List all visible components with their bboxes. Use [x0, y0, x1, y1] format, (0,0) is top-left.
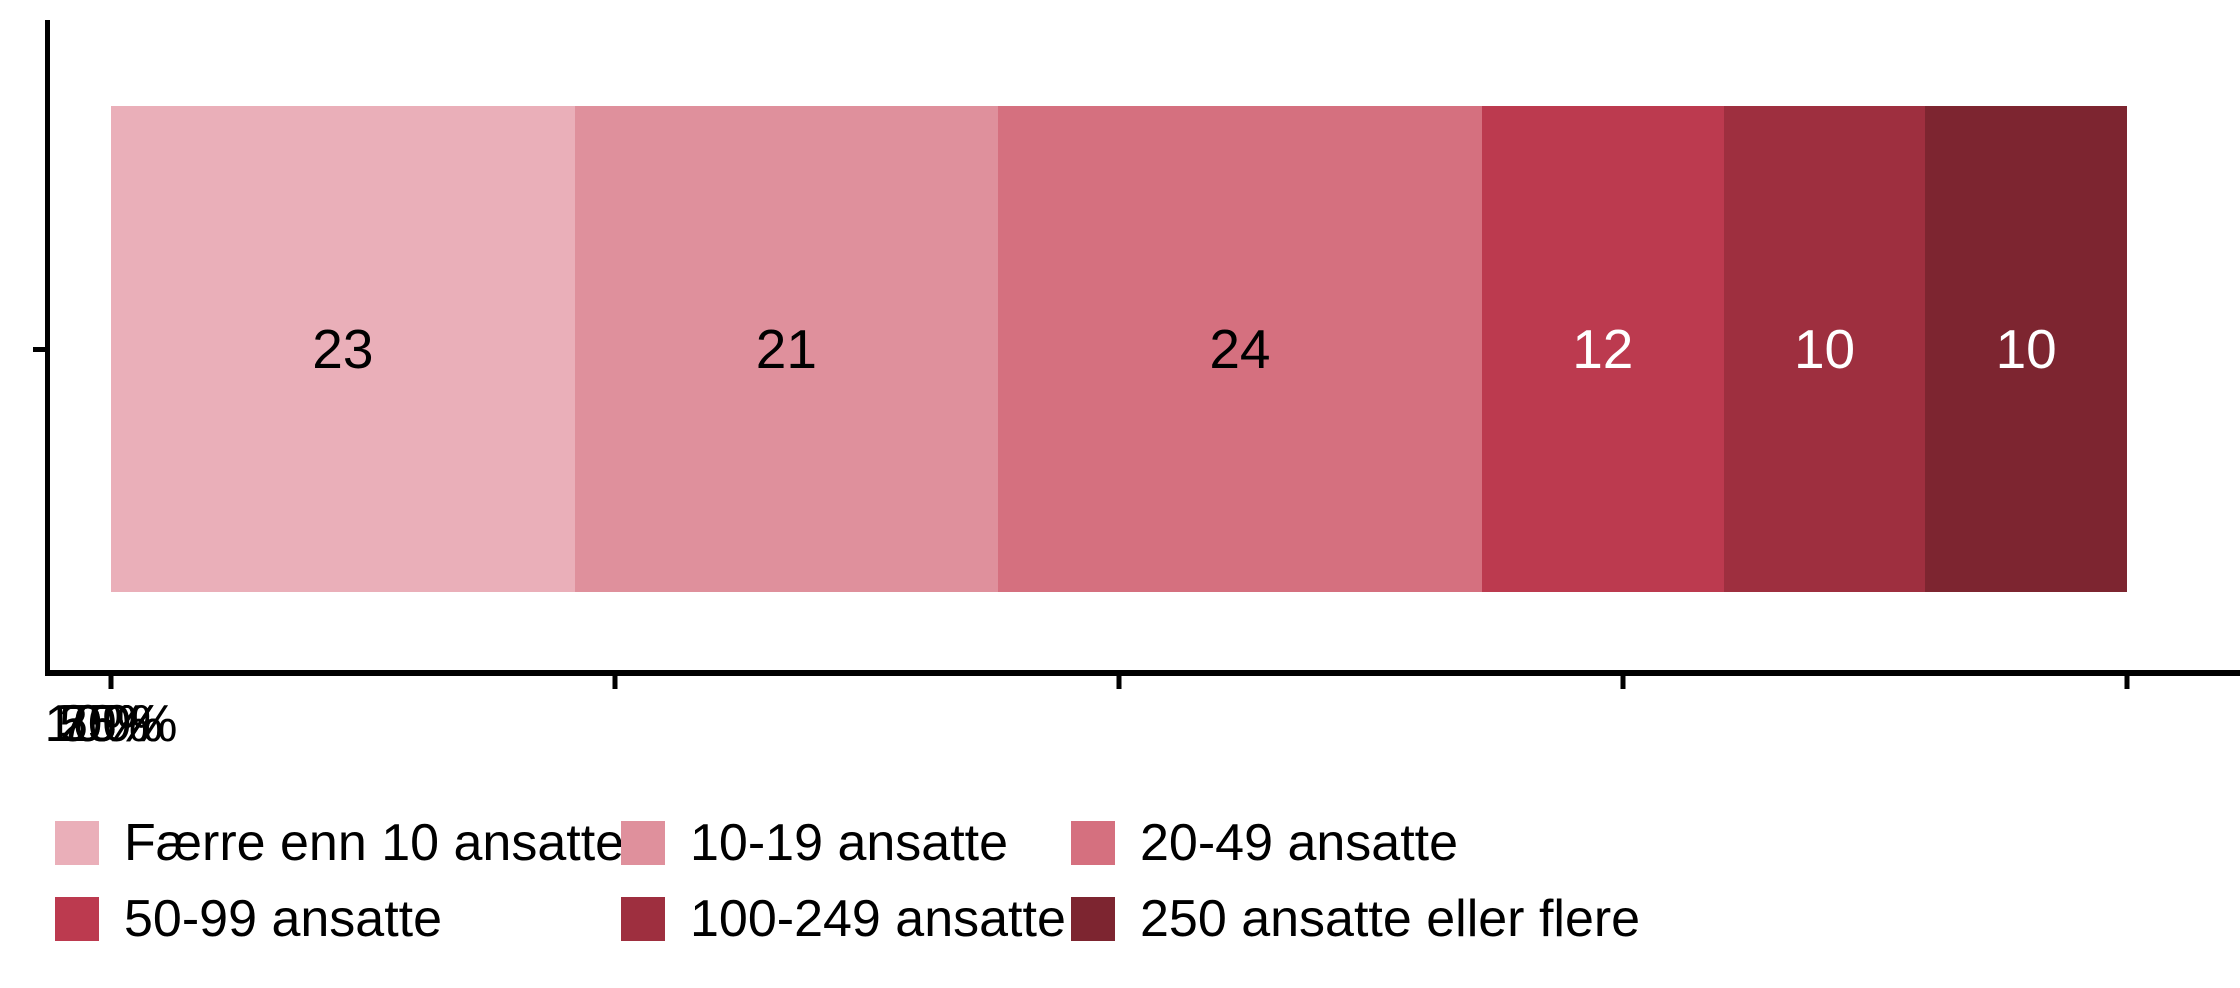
legend-label: 20-49 ansatte	[1140, 814, 1459, 872]
stacked-bar: 23 21 24 12 10 10	[111, 106, 2127, 592]
bar-segment-5: 10	[1723, 106, 1926, 592]
x-tick-mark	[2124, 676, 2130, 689]
legend-swatch	[1071, 897, 1115, 941]
bar-segment-value: 10	[1995, 317, 2057, 380]
x-tick-mark	[108, 676, 114, 689]
legend-swatch	[1071, 821, 1115, 865]
x-tick-label: 0%	[73, 695, 149, 753]
legend-swatch	[55, 897, 99, 941]
legend-item-2: 10-19 ansatte	[621, 817, 1008, 869]
legend-swatch	[55, 821, 99, 865]
legend-label: 100-249 ansatte	[690, 890, 1066, 948]
legend-label: Færre enn 10 ansatte	[124, 814, 625, 872]
bar-segment-value: 10	[1793, 317, 1856, 380]
bar-segment-2: 21	[574, 106, 999, 592]
bar-segment-value: 23	[312, 317, 374, 380]
legend-item-5: 100-249 ansatte	[621, 893, 1066, 945]
bar-segment-value: 21	[755, 317, 817, 380]
x-tick-label: 50%	[58, 695, 164, 753]
bar-segment-4: 12	[1481, 106, 1724, 592]
x-tick-label: 100%	[44, 695, 178, 753]
bar-segment-6: 10	[1925, 106, 2127, 592]
y-axis-tick	[33, 347, 45, 352]
legend-label: 10-19 ansatte	[690, 814, 1009, 872]
legend-swatch	[621, 897, 665, 941]
legend-item-4: 50-99 ansatte	[55, 893, 442, 945]
x-tick-label: 75%	[58, 695, 164, 753]
bar-segment-1: 23	[111, 106, 575, 592]
x-tick-mark	[1620, 676, 1626, 689]
legend-swatch	[621, 821, 665, 865]
x-tick-label: 25%	[58, 695, 164, 753]
x-axis-ticks: 0% 25% 50% 75% 100%	[45, 676, 2130, 766]
legend-item-1: Færre enn 10 ansatte	[55, 817, 624, 869]
bar-segment-value: 24	[1209, 317, 1271, 380]
x-axis-line	[45, 670, 2240, 676]
x-tick-mark	[612, 676, 618, 689]
legend-item-3: 20-49 ansatte	[1071, 817, 1458, 869]
bar-segment-3: 24	[998, 106, 1482, 592]
y-axis-line	[45, 20, 50, 676]
x-tick-mark	[1116, 676, 1122, 689]
bar-segment-value: 12	[1572, 317, 1634, 380]
legend-item-6: 250 ansatte eller flere	[1071, 893, 1640, 945]
legend-label: 250 ansatte eller flere	[1140, 890, 1641, 948]
legend-label: 50-99 ansatte	[124, 890, 443, 948]
